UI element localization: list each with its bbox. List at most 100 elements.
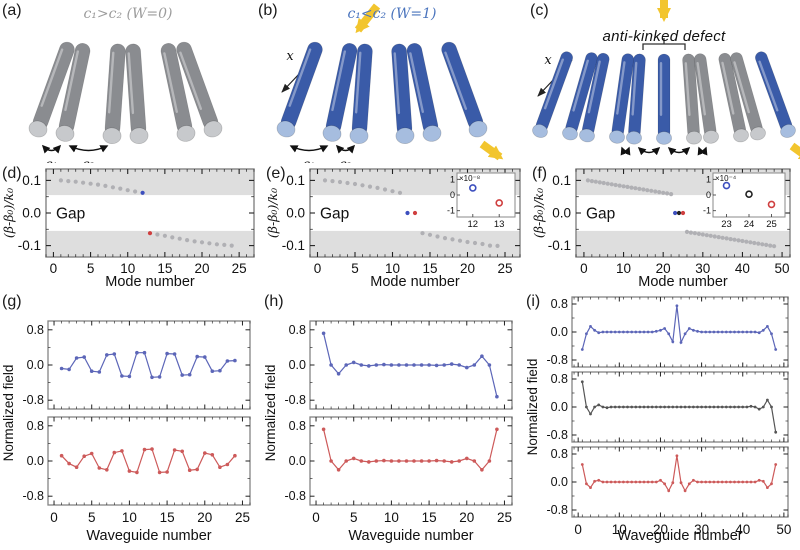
zero-mode-25	[680, 210, 686, 216]
svg-text:40: 40	[735, 261, 750, 276]
mode-13-field	[59, 447, 237, 475]
waveguide-cylinder-gray	[682, 53, 702, 145]
svg-text:-1: -1	[447, 206, 455, 216]
x-axis-label: Mode number	[105, 274, 195, 290]
svg-text:-0.1: -0.1	[282, 238, 305, 253]
svg-text:10: 10	[384, 510, 399, 525]
panel-g: (g) 0.8 0.0 -0.8 0 5 10 15 20 25 0.8 0.0 -0.8 Normal…	[0, 291, 262, 545]
svg-text:5: 5	[351, 261, 359, 276]
svg-text:0.8: 0.8	[551, 447, 568, 461]
panel-d-chart: 0 5 10 15 20 25 0.1 0.0 -0.1 Gap (β-β₀)/k₀ Mode num…	[0, 163, 264, 291]
coupling-arrow: c₁	[637, 146, 661, 173]
waveguide-cylinder-blue	[609, 53, 635, 144]
svg-text:0.1: 0.1	[552, 173, 571, 188]
waveguide-cylinder-blue	[441, 41, 488, 138]
waveguide-cylinder-blue	[656, 53, 672, 145]
coupling-arrow: c₁	[41, 144, 62, 171]
y-axis-label: (β-β₀)/k₀	[1, 188, 16, 238]
svg-text:0.0: 0.0	[289, 454, 306, 468]
svg-text:0.8: 0.8	[289, 323, 306, 337]
mode-24-field	[580, 380, 778, 434]
svg-text:0.0: 0.0	[286, 206, 305, 221]
waveguide-cylinder-blue	[755, 51, 796, 138]
panel-a-diagram: c₁ c₂	[0, 0, 256, 171]
svg-text:15: 15	[422, 510, 437, 525]
inset-plot: ×10⁻⁸ 1 0 -1 12 13	[447, 172, 516, 230]
panel-g-chart: 0.8 0.0 -0.8 0 5 10 15 20 25 0.8 0.0 -0.8 Normalized…	[0, 291, 262, 545]
panel-f-letter: (f)	[532, 165, 548, 182]
gap-annotation: Gap	[320, 206, 349, 223]
svg-text:15: 15	[422, 261, 437, 276]
svg-text:15: 15	[157, 261, 172, 276]
svg-text:0: 0	[312, 510, 320, 525]
svg-text:0: 0	[574, 522, 582, 537]
y-axis-label: (β-β₀)/k₀	[265, 188, 280, 238]
panel-b: (b) c₁<c₂ (W=1) x c₁ c₂	[256, 0, 528, 171]
band-edge-mode-13	[147, 231, 153, 236]
gap-annotation: Gap	[56, 206, 85, 223]
svg-text:25: 25	[497, 510, 512, 525]
svg-text:0.8: 0.8	[551, 372, 568, 386]
svg-text:0.8: 0.8	[551, 297, 568, 311]
upper-band-modes	[58, 178, 138, 194]
svg-text:23: 23	[721, 219, 732, 230]
band-edge-mode-12	[140, 190, 145, 195]
svg-text:10: 10	[616, 261, 631, 276]
x-axis-label: Waveguide number	[617, 528, 742, 544]
svg-text:-1: -1	[703, 206, 711, 216]
svg-text:x: x	[286, 49, 294, 64]
svg-text:15: 15	[160, 510, 175, 525]
panel-f: (f) 0 10 20 30 40 50 0.1 0.0 -0.1 Gap (β-β₀)/k₀ Mod…	[530, 163, 800, 291]
y-axis-label: (β-β₀)/k₀	[531, 188, 546, 238]
svg-text:25: 25	[235, 510, 250, 525]
waveguide-cylinder-blue	[532, 51, 573, 138]
svg-text:50: 50	[776, 522, 791, 537]
svg-text:-0.1: -0.1	[18, 238, 41, 253]
x-axis-label: Waveguide number	[348, 528, 473, 544]
svg-text:c₁: c₁	[45, 156, 57, 163]
svg-text:-0.1: -0.1	[548, 238, 571, 253]
waveguide-cylinder-gray	[718, 52, 749, 143]
svg-text:0.0: 0.0	[551, 325, 568, 339]
svg-text:0.0: 0.0	[551, 475, 568, 489]
svg-text:25: 25	[497, 261, 512, 276]
svg-text:0.1: 0.1	[22, 173, 41, 188]
upper-band-modes	[322, 178, 403, 195]
output-light-arrow	[479, 140, 504, 161]
panel-a-title: c₁>c₂ (W=0)	[83, 6, 173, 22]
svg-text:0.0: 0.0	[27, 454, 44, 468]
y-axis-label: Normalized field	[525, 359, 540, 456]
svg-text:-0.8: -0.8	[284, 393, 306, 407]
x-axis-label: Mode number	[638, 274, 728, 290]
svg-text:25: 25	[766, 219, 777, 230]
svg-text:c₂: c₂	[82, 156, 94, 163]
waveguide-cylinder-blue	[579, 52, 610, 143]
svg-text:12: 12	[468, 219, 479, 230]
waveguide-cylinder-gray	[176, 41, 223, 138]
waveguide-cylinder-gray	[102, 43, 126, 144]
svg-text:5: 5	[88, 510, 96, 525]
lower-band-modes	[155, 232, 234, 248]
svg-text:0: 0	[706, 190, 711, 200]
waveguide-cylinder-gray	[693, 53, 719, 144]
panel-e-letter: (e)	[266, 165, 286, 182]
waveguide-cylinder-gray	[160, 43, 196, 142]
upper-band-modes	[585, 178, 674, 197]
coupling-arrow: c₂	[696, 146, 709, 173]
svg-text:-0.8: -0.8	[22, 489, 44, 503]
svg-text:0.8: 0.8	[289, 419, 306, 433]
svg-text:0.1: 0.1	[286, 173, 305, 188]
output-light-arrow	[789, 142, 800, 162]
defect-bracket	[642, 38, 686, 50]
y-axis-label: Normalized field	[263, 365, 278, 462]
waveguide-cylinder-blue	[276, 41, 323, 138]
svg-text:0: 0	[580, 261, 588, 276]
svg-text:-0.8: -0.8	[546, 503, 568, 517]
svg-text:10: 10	[120, 261, 135, 276]
svg-text:0.0: 0.0	[27, 358, 44, 372]
panel-b-diagram: x c₁ c₂	[256, 0, 528, 171]
svg-text:1: 1	[450, 174, 455, 184]
panel-c-title: anti-kinked defect	[602, 28, 726, 45]
waveguide-cylinder-gray	[28, 41, 75, 138]
